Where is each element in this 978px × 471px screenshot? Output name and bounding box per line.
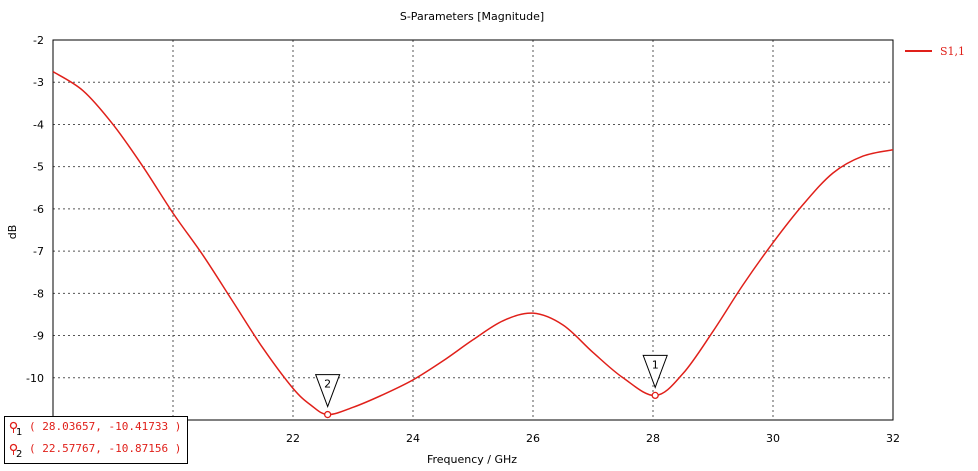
x-tick-label: 30 — [766, 432, 780, 445]
readout-coordinates: ( 28.03657, -10.41733 ) — [29, 420, 182, 433]
legend-label: S1,1 — [940, 45, 965, 58]
y-tick-label: -6 — [33, 203, 44, 216]
marker-point — [324, 410, 332, 419]
x-axis-label: Frequency / GHz — [427, 453, 517, 466]
readout-marker-number: 2 — [16, 449, 23, 460]
x-tick-label: 32 — [886, 432, 900, 445]
x-tick-label: 22 — [286, 432, 300, 445]
marker-readout-box: 1 ( 28.03657, -10.41733 ) 2 ( 22.57767, … — [4, 416, 188, 464]
y-axis-label: dB — [6, 225, 19, 240]
y-axis-ticks: -2 -3 -4 -5 -6 -7 -8 -9 -10 — [26, 34, 44, 385]
marker-flag — [314, 374, 341, 409]
marker-flag — [642, 354, 668, 389]
marker-dot-icon — [9, 421, 18, 433]
y-tick-label: -7 — [33, 245, 44, 258]
y-tick-label: -8 — [33, 287, 44, 300]
chart-title: S-Parameters [Magnitude] — [400, 10, 544, 23]
y-tick-label: -2 — [33, 34, 44, 47]
y-tick-label: -4 — [33, 118, 44, 131]
readout-row: 2 ( 22.57767, -10.87156 ) — [5, 440, 187, 460]
x-tick-label: 24 — [406, 432, 420, 445]
y-tick-label: -5 — [33, 161, 44, 174]
readout-row: 1 ( 28.03657, -10.41733 ) — [5, 418, 187, 438]
y-tick-label: -10 — [26, 372, 44, 385]
x-axis-ticks: 20222426283032 — [166, 432, 900, 445]
grid — [53, 39, 894, 420]
marker-flag-label: 2 — [324, 378, 331, 391]
marker-flag-label: 1 — [652, 358, 659, 371]
marker-dot-icon — [9, 443, 18, 455]
y-tick-label: -3 — [33, 76, 44, 89]
plot-area-border — [52, 39, 894, 421]
series-layer — [52, 71, 894, 416]
marker-point — [651, 391, 659, 400]
markers: 12 — [314, 354, 668, 419]
readout-marker-number: 1 — [16, 427, 23, 438]
series-line-s11 — [52, 71, 894, 416]
x-tick-label: 26 — [526, 432, 540, 445]
y-tick-label: -9 — [33, 330, 44, 343]
x-tick-label: 28 — [646, 432, 660, 445]
readout-coordinates: ( 22.57767, -10.87156 ) — [29, 442, 182, 455]
